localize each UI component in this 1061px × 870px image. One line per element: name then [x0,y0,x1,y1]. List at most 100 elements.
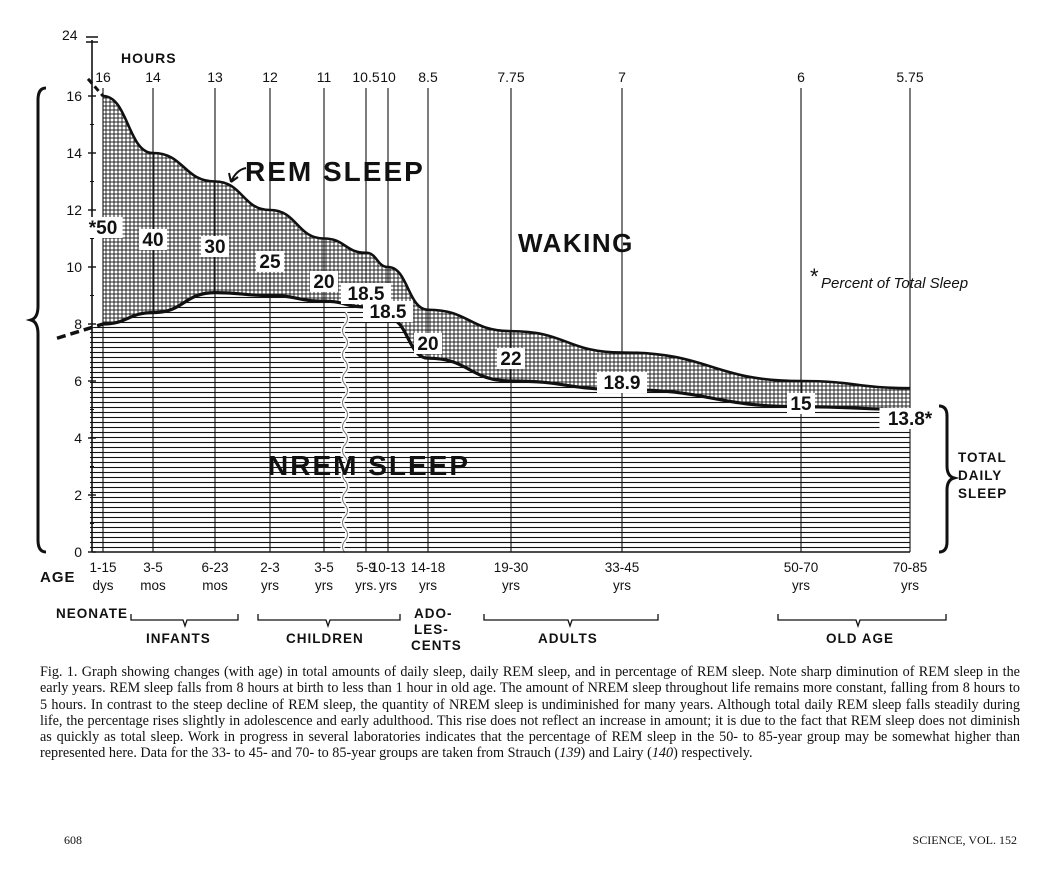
rem-percent-label-bg [83,217,123,238]
rem-percent-label-bg [341,283,391,304]
age-label-unit: yrs [613,578,631,593]
percent-note: Percent of Total Sleep [821,275,968,292]
age-label-unit: yrs [315,578,333,593]
stage-bracket-children [257,614,401,629]
stage-bracket-old-age [777,614,947,629]
caption-text-2: ) and Lairy ( [580,745,652,762]
rem-percent-label-bg [139,229,167,250]
stage-label-old-age: OLD AGE [826,631,894,646]
rem-percent-label-bg [597,372,647,393]
total-sleep-extrapolation-line [86,77,105,97]
y-tick-label: 2 [74,487,82,503]
right-brace [938,404,960,554]
total-sleep-label: 16 [95,69,111,85]
y-tick-label: 0 [74,544,82,560]
age-label-range: 19-30 [494,560,529,575]
nrem-area [90,292,910,552]
stage-label-adults: ADULTS [538,631,598,646]
percent-note-line-1: Percent of Total Sleep [821,275,968,292]
total-daily-sleep-label-2: DAILY [958,468,1002,483]
total-sleep-label: 11 [317,69,332,85]
stage-label-children: CHILDREN [286,631,364,646]
stage-label-adolescents-2: LES- [414,622,449,637]
stage-label-adolescents-1: ADO- [414,606,453,621]
age-label-range: 50-70 [784,560,819,575]
series-label-nrem: NREM SLEEP [268,450,470,481]
rem-percent-label-bg [497,348,525,369]
total-daily-sleep-label-3: SLEEP [958,486,1007,501]
age-label-unit: dys [92,578,113,593]
rem-percent-label-bg [414,333,442,354]
caption-figure-label: Fig. 1. [40,664,78,680]
age-label-range: 14-18 [411,560,446,575]
series-label-waking: WAKING [518,228,634,258]
rem-percent-label: 13.8* [888,409,933,430]
age-label-unit: yrs [901,578,919,593]
y-tick-label: 4 [74,430,82,446]
age-label-range: 10-13 [371,560,406,575]
y-tick-label: 6 [74,373,82,389]
total-sleep-label: 7 [618,69,626,85]
stage-bracket-infants [130,614,239,629]
left-brace [25,86,47,554]
rem-percent-label-bg [363,301,413,322]
rem-percent-label-bg [256,251,284,272]
total-daily-sleep-label-1: TOTAL [958,450,1007,465]
age-label-unit: yrs [792,578,810,593]
age-label-unit: mos [140,578,166,593]
caption-ref-1: 139 [559,745,581,762]
age-label-unit: yrs [502,578,520,593]
y-tick-label-break: 24 [62,27,78,43]
rem-percent-label-bg [879,408,941,429]
total-sleep-label: 5.75 [896,69,923,85]
nrem-extrapolation-line [56,322,104,340]
age-label-range: 3-5 [314,560,334,575]
age-label-range: 6-23 [201,560,228,575]
total-sleep-label: 6 [797,69,805,85]
rem-percent-label: 22 [500,349,521,370]
age-label-range: 33-45 [605,560,640,575]
age-label-unit: yrs [261,578,279,593]
caption-ref-2: 140 [651,745,674,762]
rem-percent-label: 30 [204,237,225,258]
rem-percent-label: 18.5 [348,284,385,305]
rem-percent-label: 18.9 [604,373,641,394]
rem-percent-label: *50 [89,218,118,239]
age-label-unit: mos [202,578,228,593]
total-sleep-label: 14 [145,69,161,85]
age-label-range: 5-9 [356,560,376,575]
axis-break-wave-outline [342,312,348,553]
rem-percent-label: 20 [313,272,334,293]
stage-label-adolescents-3: CENTS [411,638,462,653]
age-label-range: 3-5 [143,560,163,575]
caption-text-3: ) respectively. [673,745,753,762]
total-sleep-label: 7.75 [497,69,524,85]
axis-break-marker [86,36,98,43]
journal-name: SCIENCE, VOL. 152 [912,833,1017,847]
rem-percent-label: 18.5 [370,302,407,323]
rem-percent-label: 15 [790,394,812,415]
x-axis-title: AGE [40,569,76,586]
series-label-rem: REM SLEEP [245,156,425,187]
total-sleep-label: 10.5 [352,69,379,85]
age-label-range: 1-15 [89,560,116,575]
stage-label-infants: INFANTS [146,631,211,646]
rem-percent-label: 40 [142,230,163,251]
total-sleep-label: 12 [262,69,278,85]
rem-percent-label-bg [201,236,229,257]
figure-caption: Fig. 1. Graph showing changes (with age)… [40,664,1020,762]
age-label-range: 2-3 [260,560,280,575]
total-sleep-label: 8.5 [418,69,438,85]
y-tick-label: 10 [66,259,82,275]
rem-percent-label: 25 [259,252,281,273]
total-sleep-label: 13 [207,69,223,85]
rem-arrow-icon [228,167,247,183]
y-tick-label: 16 [66,88,82,104]
y-tick-label: 8 [74,316,82,332]
rem-percent-label-bg [787,393,815,414]
total-sleep-label: 10 [380,69,396,85]
y-tick-label: 14 [66,145,82,161]
y-tick-label: 12 [66,202,82,218]
stage-bracket-adults [483,614,659,629]
